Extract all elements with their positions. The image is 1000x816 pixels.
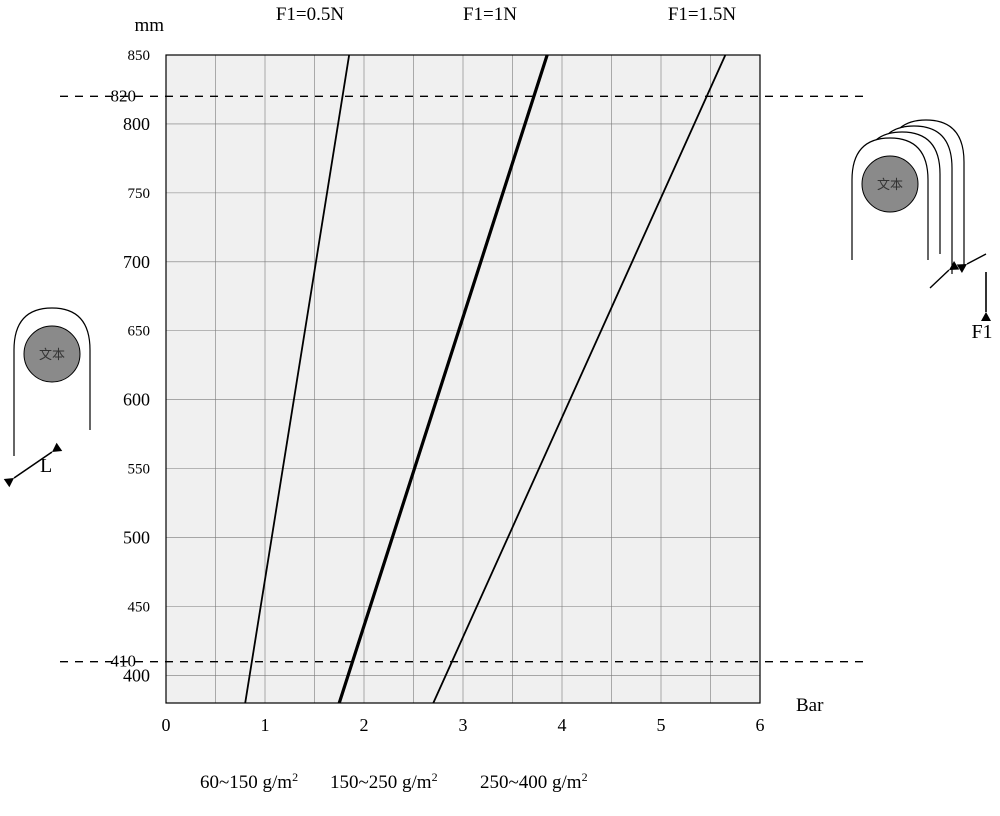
series-label: F1=1.5N xyxy=(668,4,737,25)
roller-text: 文本 xyxy=(877,177,903,192)
bottom-note: 60~150 g/m2 xyxy=(200,770,298,793)
x-tick-label: 4 xyxy=(558,715,567,735)
x-axis-unit: Bar xyxy=(796,695,824,716)
y-tick-label: 450 xyxy=(128,599,151,615)
y-tick-label: 750 xyxy=(128,186,151,202)
dim-label: L xyxy=(40,455,52,477)
roller-text: 文本 xyxy=(39,347,65,362)
y-tick-label: 650 xyxy=(128,324,151,340)
bottom-note: 250~400 g/m2 xyxy=(480,770,588,793)
bottom-note: 150~250 g/m2 xyxy=(330,770,438,793)
series-label: F1=1N xyxy=(463,4,517,25)
ref-line-label: 820 xyxy=(111,86,137,105)
y-tick-label: 800 xyxy=(123,114,150,134)
x-tick-label: 0 xyxy=(162,715,171,735)
y-tick-label: 550 xyxy=(128,462,151,478)
x-tick-label: 3 xyxy=(459,715,468,735)
x-tick-label: 5 xyxy=(657,715,666,735)
left-icon: 文本 L xyxy=(4,308,90,487)
y-axis-unit: mm xyxy=(134,15,164,36)
right-icon: 文本 F1 xyxy=(852,120,993,343)
x-tick-label: 1 xyxy=(261,715,270,735)
y-tick-label: 700 xyxy=(123,252,150,272)
series-label: F1=0.5N xyxy=(276,4,345,25)
ref-line-label: 410 xyxy=(111,652,137,671)
y-tick-label: 600 xyxy=(123,390,150,410)
y-tick-label: 500 xyxy=(123,528,150,548)
x-tick-label: 2 xyxy=(360,715,369,735)
force-label: F1 xyxy=(971,321,992,343)
x-tick-label: 6 xyxy=(756,715,765,735)
y-tick-label: 850 xyxy=(128,48,151,64)
